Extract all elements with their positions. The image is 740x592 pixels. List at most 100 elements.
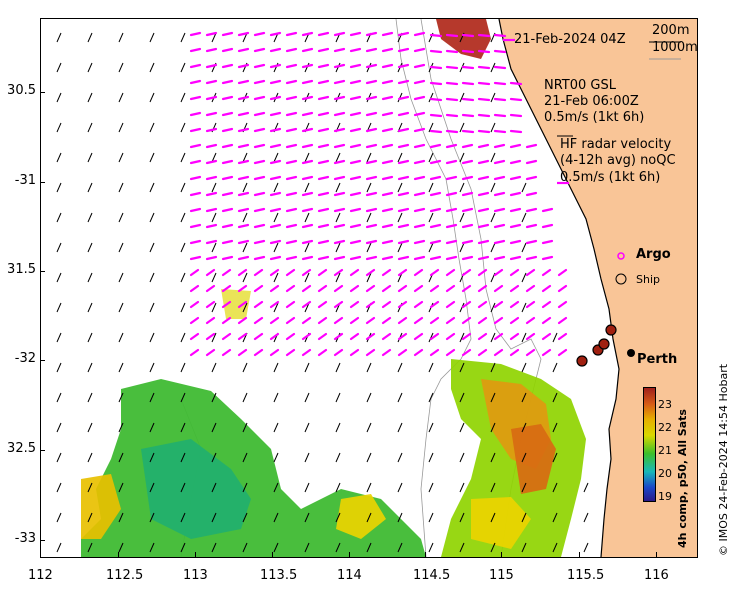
model-velocity-arrow: [87, 152, 93, 163]
hf-radar-arrow: [205, 111, 218, 117]
x-axis-tick-label: 113.5: [260, 568, 298, 583]
model-velocity-arrow: [490, 122, 496, 133]
hf-radar-arrow: [461, 175, 474, 181]
model-velocity-arrow: [118, 542, 124, 553]
hf-radar-arrow: [461, 81, 475, 86]
hf-radar-arrow: [221, 31, 234, 37]
hf-radar-arrow: [349, 268, 360, 277]
model-velocity-arrow: [552, 512, 558, 523]
model-velocity-arrow: [273, 62, 279, 73]
model-velocity-arrow: [211, 512, 217, 523]
model-velocity-arrow: [273, 212, 279, 223]
hf-radar-arrow: [397, 300, 408, 309]
model-velocity-arrow: [118, 452, 124, 463]
model-velocity-arrow: [397, 392, 403, 403]
model-velocity-arrow: [335, 392, 341, 403]
hf-radar-arrow: [285, 332, 296, 341]
hf-radar-arrow: [509, 300, 520, 309]
hf-radar-arrow: [509, 316, 520, 325]
model-velocity-arrow: [180, 212, 186, 223]
hf-radar-arrow: [477, 207, 490, 213]
hf-radar-arrow: [237, 47, 250, 53]
hf-radar-arrow: [413, 316, 424, 325]
model-velocity-arrow: [180, 92, 186, 103]
hf-radar-arrow: [445, 316, 456, 325]
hf-radar-arrow: [365, 207, 378, 213]
model-velocity-arrow: [428, 242, 434, 253]
hf-radar-arrow: [189, 348, 200, 357]
model-velocity-arrow: [242, 212, 248, 223]
hf-radar-arrow: [269, 175, 282, 181]
hf-radar-arrow: [221, 191, 234, 197]
model-velocity-arrow: [87, 422, 93, 433]
model-velocity-arrow: [366, 422, 372, 433]
model-velocity-arrow: [87, 542, 93, 553]
model-velocity-arrow: [521, 452, 527, 463]
model-velocity-arrow: [273, 482, 279, 493]
model-velocity-arrow: [459, 542, 465, 553]
model-velocity-arrow: [56, 92, 62, 103]
hf-radar-arrow: [221, 95, 234, 101]
hf-radar-arrow: [253, 79, 266, 85]
hf-radar-arrow: [285, 348, 296, 357]
hf-radar-arrow: [285, 300, 296, 309]
y-axis-tick: [40, 92, 45, 93]
hf-radar-arrow: [333, 300, 344, 309]
hf-radar-arrow: [429, 129, 443, 134]
model-velocity-arrow: [583, 482, 589, 493]
hf-radar-arrow: [285, 268, 296, 277]
model-velocity-arrow: [366, 512, 372, 523]
hf-radar-arrow: [461, 239, 474, 245]
hf-radar-arrow: [413, 348, 424, 357]
x-axis-tick-label: 112.5: [106, 568, 144, 583]
model-velocity-arrow: [428, 152, 434, 163]
model-velocity-arrow: [56, 452, 62, 463]
x-axis-tick-label: 115: [489, 568, 514, 583]
model-velocity-arrow: [304, 542, 310, 553]
hf-radar-arrow: [461, 49, 475, 54]
hf-radar-arrow: [461, 113, 475, 118]
hf-radar-arrow: [429, 143, 442, 149]
model-velocity-arrow: [211, 332, 217, 343]
hf-radar-arrow: [461, 191, 474, 197]
model-velocity-arrow: [242, 272, 248, 283]
hf-radar-arrow: [429, 207, 442, 213]
hf-radar-arrow: [429, 316, 440, 325]
hf-radar-arrow: [189, 111, 202, 117]
model-velocity-arrow: [180, 392, 186, 403]
hf-radar-arrow: [349, 207, 362, 213]
hf-radar-arrow: [397, 316, 408, 325]
hf-radar-arrow: [365, 79, 378, 85]
model-velocity-arrow: [335, 272, 341, 283]
model-velocity-arrow: [211, 422, 217, 433]
hf-radar-arrow: [477, 49, 491, 54]
model-velocity-arrow: [552, 452, 558, 463]
hf-radar-arrow: [461, 268, 472, 277]
model-velocity-arrow: [335, 62, 341, 73]
hf-radar-arrow: [301, 207, 314, 213]
radar-label-2: (4-12h avg) noQC: [560, 153, 676, 168]
hf-radar-arrow: [429, 113, 443, 118]
model-velocity-arrow: [304, 242, 310, 253]
model-velocity-arrow: [118, 512, 124, 523]
model-velocity-arrow: [149, 152, 155, 163]
model-velocity-arrow: [366, 392, 372, 403]
hf-radar-arrow: [381, 111, 394, 117]
hf-radar-arrow: [381, 300, 392, 309]
model-velocity-arrow: [149, 362, 155, 373]
model-velocity-arrow: [180, 122, 186, 133]
model-velocity-arrow: [490, 392, 496, 403]
hf-radar-arrow: [477, 191, 490, 197]
hf-radar-arrow: [189, 31, 202, 37]
hf-radar-arrow: [397, 191, 410, 197]
model-velocity-arrow: [335, 152, 341, 163]
hf-radar-arrow: [413, 143, 426, 149]
hf-radar-arrow: [301, 143, 314, 149]
hf-radar-arrow: [397, 31, 410, 37]
model-velocity-arrow: [56, 332, 62, 343]
hf-radar-arrow: [317, 316, 328, 325]
hf-radar-arrow: [493, 300, 504, 309]
hf-radar-arrow: [381, 31, 394, 37]
model-velocity-arrow: [149, 332, 155, 343]
hf-radar-arrow: [365, 111, 378, 117]
